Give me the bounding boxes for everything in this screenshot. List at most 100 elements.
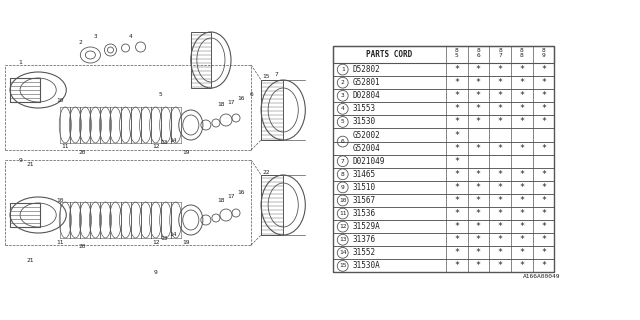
Text: G52004: G52004 <box>353 144 381 153</box>
Text: *: * <box>476 261 481 270</box>
Text: 15: 15 <box>262 75 270 79</box>
Text: *: * <box>519 209 524 218</box>
Text: 9: 9 <box>341 185 344 190</box>
Text: 21: 21 <box>26 258 34 262</box>
Text: *: * <box>497 209 502 218</box>
Text: 31510: 31510 <box>353 183 376 192</box>
Text: *: * <box>454 222 459 231</box>
Text: 11: 11 <box>56 239 64 244</box>
Text: 12: 12 <box>339 224 346 229</box>
Text: *: * <box>541 117 546 126</box>
Text: *: * <box>476 235 481 244</box>
Text: 10: 10 <box>339 198 346 203</box>
Text: 1: 1 <box>18 60 22 65</box>
Bar <box>10 203 40 227</box>
Text: *: * <box>454 196 459 205</box>
Text: *: * <box>497 117 502 126</box>
Text: 2: 2 <box>79 39 82 44</box>
Text: *: * <box>454 91 459 100</box>
Text: *: * <box>519 222 524 231</box>
Text: A166A00049: A166A00049 <box>523 274 561 279</box>
Text: 18: 18 <box>217 102 225 108</box>
Text: 8
5: 8 5 <box>455 48 458 58</box>
Text: *: * <box>497 261 502 270</box>
Text: *: * <box>497 248 502 257</box>
Text: 15: 15 <box>339 263 346 268</box>
Text: 31465: 31465 <box>353 170 376 179</box>
Text: 31529A: 31529A <box>353 222 381 231</box>
Text: 31376: 31376 <box>353 235 376 244</box>
Text: *: * <box>454 78 459 87</box>
Text: *: * <box>476 104 481 113</box>
Text: 14: 14 <box>169 138 177 142</box>
Text: 16: 16 <box>237 190 244 196</box>
Text: 12: 12 <box>152 239 159 244</box>
Text: *: * <box>454 144 459 153</box>
Text: 10: 10 <box>56 98 64 102</box>
Text: 6: 6 <box>341 139 344 144</box>
Text: *: * <box>454 104 459 113</box>
Text: 19: 19 <box>182 149 189 155</box>
Text: *: * <box>519 183 524 192</box>
Text: 8: 8 <box>341 172 344 177</box>
Text: 17: 17 <box>227 195 235 199</box>
Text: 8
9: 8 9 <box>541 48 545 58</box>
Text: G52002: G52002 <box>353 131 381 140</box>
Bar <box>191 32 211 88</box>
Bar <box>333 181 554 194</box>
Text: *: * <box>519 261 524 270</box>
Text: 4: 4 <box>129 35 132 39</box>
Text: 1: 1 <box>341 67 344 72</box>
Text: *: * <box>541 222 546 231</box>
Text: 17: 17 <box>227 100 235 105</box>
Text: *: * <box>476 170 481 179</box>
Text: *: * <box>454 170 459 179</box>
Text: *: * <box>519 104 524 113</box>
Text: 9: 9 <box>18 157 22 163</box>
Bar <box>333 76 554 89</box>
Bar <box>10 78 40 102</box>
Text: *: * <box>497 170 502 179</box>
Text: *: * <box>476 78 481 87</box>
Text: *: * <box>519 91 524 100</box>
Text: *: * <box>541 248 546 257</box>
Text: 21: 21 <box>26 163 34 167</box>
Bar <box>333 141 554 155</box>
Text: *: * <box>476 248 481 257</box>
Text: 20: 20 <box>79 149 86 155</box>
Text: 13: 13 <box>339 237 346 242</box>
Bar <box>333 46 554 63</box>
Text: 20: 20 <box>79 244 86 250</box>
Text: D52802: D52802 <box>353 65 381 74</box>
Text: *: * <box>541 209 546 218</box>
Text: *: * <box>454 261 459 270</box>
Text: 3: 3 <box>93 35 97 39</box>
Text: *: * <box>519 196 524 205</box>
Text: *: * <box>454 117 459 126</box>
Text: 22: 22 <box>262 170 270 174</box>
Bar <box>333 168 554 181</box>
Text: *: * <box>519 170 524 179</box>
Text: *: * <box>476 183 481 192</box>
Text: *: * <box>497 183 502 192</box>
Text: 19: 19 <box>182 239 189 244</box>
Bar <box>333 194 554 207</box>
Text: D02804: D02804 <box>353 91 381 100</box>
Text: 3: 3 <box>341 93 344 98</box>
Text: 5: 5 <box>159 92 163 98</box>
Text: 13: 13 <box>160 236 168 241</box>
Text: PARTS CORD: PARTS CORD <box>367 50 413 59</box>
Bar <box>333 102 554 116</box>
Text: *: * <box>519 144 524 153</box>
Text: 16: 16 <box>237 95 244 100</box>
Text: *: * <box>541 91 546 100</box>
Text: *: * <box>497 222 502 231</box>
Text: *: * <box>476 144 481 153</box>
Text: *: * <box>541 170 546 179</box>
Text: *: * <box>476 91 481 100</box>
Bar <box>261 80 284 140</box>
Text: *: * <box>497 78 502 87</box>
Text: *: * <box>541 144 546 153</box>
Text: *: * <box>519 117 524 126</box>
Text: D021049: D021049 <box>353 157 385 166</box>
